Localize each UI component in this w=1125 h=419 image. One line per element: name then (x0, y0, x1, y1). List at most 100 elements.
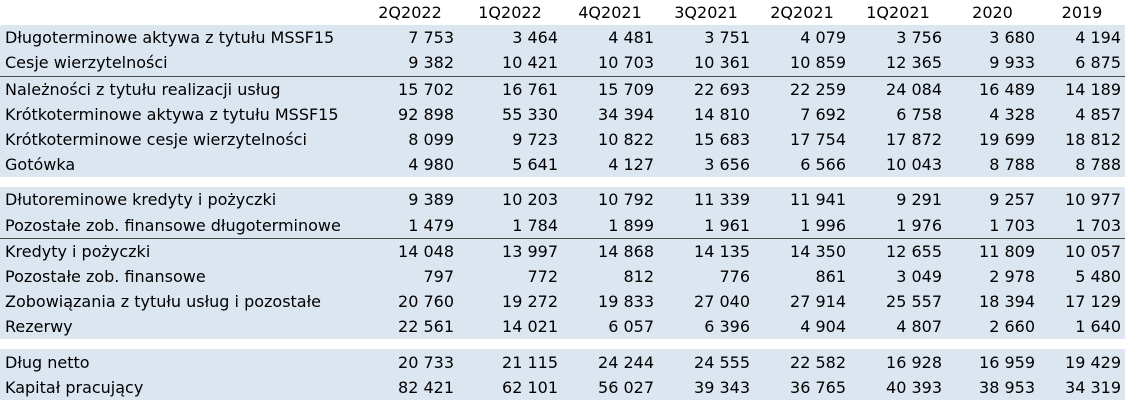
value-cell: 6 396 (658, 314, 754, 340)
value-cell: 4 328 (946, 101, 1039, 127)
value-cell: 4 857 (1039, 101, 1125, 127)
value-cell: 19 272 (458, 289, 562, 315)
value-cell: 7 753 (362, 25, 458, 51)
value-cell: 22 259 (754, 75, 850, 102)
value-cell: 62 101 (458, 374, 562, 400)
value-cell: 812 (562, 263, 658, 290)
value-cell: 17 754 (754, 126, 850, 153)
value-cell: 4 079 (754, 25, 850, 51)
value-cell: 5 480 (1039, 263, 1125, 290)
value-cell: 14 189 (1039, 75, 1125, 102)
value-cell: 19 429 (1039, 349, 1125, 375)
value-cell: 3 656 (658, 152, 754, 178)
value-cell: 2 978 (946, 263, 1039, 290)
value-cell: 1 703 (946, 212, 1039, 239)
value-cell: 14 810 (658, 101, 754, 127)
value-cell: 92 898 (362, 101, 458, 127)
value-cell: 8 788 (1039, 152, 1125, 178)
value-cell: 4 980 (362, 152, 458, 178)
value-cell: 10 822 (562, 126, 658, 153)
value-cell: 27 914 (754, 289, 850, 315)
value-cell: 20 760 (362, 289, 458, 315)
value-cell: 24 555 (658, 349, 754, 375)
value-cell: 16 928 (850, 349, 946, 375)
table-row: Pozostałe zob. finansowe 797 772 812 776 861 3… (0, 263, 1125, 290)
table-row: Dług netto 20 733 21 115 24 244 24 555 22 582… (0, 349, 1125, 375)
row-label: Cesje wierzytelności (0, 50, 362, 77)
table-row: Zobowiązania z tytułu usług i pozostałe 2… (0, 289, 1125, 315)
value-cell: 12 655 (850, 237, 946, 264)
value-cell: 1 961 (658, 212, 754, 239)
value-cell: 9 933 (946, 50, 1039, 77)
column-header: 2020 (946, 0, 1039, 26)
value-cell: 3 751 (658, 25, 754, 51)
value-cell: 10 421 (458, 50, 562, 77)
row-label: Kredyty i pożyczki (0, 237, 362, 264)
table-row: Krótkoterminowe cesje wierzytelności 8 09… (0, 126, 1125, 153)
value-cell: 1 640 (1039, 314, 1125, 340)
value-cell: 3 049 (850, 263, 946, 290)
value-cell: 9 257 (946, 187, 1039, 213)
row-label: Pozostałe zob. finansowe (0, 263, 362, 290)
value-cell: 6 057 (562, 314, 658, 340)
table-row: Pozostałe zob. finansowe długoterminowe 1… (0, 212, 1125, 239)
financial-table: 2Q2022 1Q2022 4Q2021 3Q2021 2Q2021 1Q202… (0, 0, 1125, 400)
value-cell: 797 (362, 263, 458, 290)
value-cell: 18 812 (1039, 126, 1125, 153)
value-cell: 6 566 (754, 152, 850, 178)
value-cell: 17 129 (1039, 289, 1125, 315)
value-cell: 14 868 (562, 237, 658, 264)
value-cell: 1 784 (458, 212, 562, 239)
row-label: Rezerwy (0, 314, 362, 340)
value-cell: 6 875 (1039, 50, 1125, 77)
value-cell: 82 421 (362, 374, 458, 400)
value-cell: 22 693 (658, 75, 754, 102)
value-cell: 10 361 (658, 50, 754, 77)
value-cell: 10 703 (562, 50, 658, 77)
table-row: Kapitał pracujący 82 421 62 101 56 027 39 34… (0, 374, 1125, 400)
row-label: Krótkoterminowe cesje wierzytelności (0, 126, 362, 153)
table-body: Długoterminowe aktywa z tytułu MSSF15 7 7… (0, 25, 1125, 400)
value-cell: 8 788 (946, 152, 1039, 178)
value-cell: 3 464 (458, 25, 562, 51)
value-cell: 22 582 (754, 349, 850, 375)
table-row: Krótkoterminowe aktywa z tytułu MSSF15 92… (0, 101, 1125, 127)
value-cell: 10 792 (562, 187, 658, 213)
value-cell: 15 702 (362, 75, 458, 102)
value-cell: 24 244 (562, 349, 658, 375)
table-row: Długoterminowe aktywa z tytułu MSSF15 7 7… (0, 25, 1125, 51)
header-label-cell (0, 0, 362, 26)
section-gap (0, 339, 1125, 350)
value-cell: 15 683 (658, 126, 754, 153)
table-row: Dłutoreminowe kredyty i pożyczki 9 389 10 … (0, 187, 1125, 213)
value-cell: 16 489 (946, 75, 1039, 102)
value-cell: 4 127 (562, 152, 658, 178)
value-cell: 21 115 (458, 349, 562, 375)
value-cell: 4 481 (562, 25, 658, 51)
value-cell: 9 723 (458, 126, 562, 153)
row-label: Dług netto (0, 349, 362, 375)
section-gap (0, 177, 1125, 188)
row-label: Kapitał pracujący (0, 374, 362, 400)
value-cell: 861 (754, 263, 850, 290)
table-row: Kredyty i pożyczki 14 048 13 997 14 868 14 1… (0, 237, 1125, 264)
value-cell: 13 997 (458, 237, 562, 264)
value-cell: 3 680 (946, 25, 1039, 51)
section-gap-cell (0, 177, 1125, 188)
value-cell: 56 027 (562, 374, 658, 400)
value-cell: 38 953 (946, 374, 1039, 400)
value-cell: 4 807 (850, 314, 946, 340)
value-cell: 10 203 (458, 187, 562, 213)
column-header: 2Q2021 (754, 0, 850, 26)
row-label: Długoterminowe aktywa z tytułu MSSF15 (0, 25, 362, 51)
value-cell: 34 319 (1039, 374, 1125, 400)
column-header: 3Q2021 (658, 0, 754, 26)
value-cell: 34 394 (562, 101, 658, 127)
column-header: 1Q2021 (850, 0, 946, 26)
value-cell: 1 703 (1039, 212, 1125, 239)
row-label: Krótkoterminowe aktywa z tytułu MSSF15 (0, 101, 362, 127)
value-cell: 18 394 (946, 289, 1039, 315)
row-label: Zobowiązania z tytułu usług i pozostałe (0, 289, 362, 315)
row-label: Pozostałe zob. finansowe długoterminowe (0, 212, 362, 239)
